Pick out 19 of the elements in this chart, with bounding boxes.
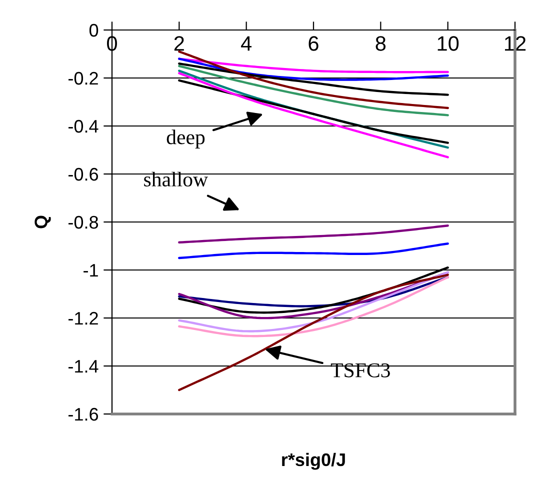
- annotation: deep: [166, 130, 205, 149]
- x-tick-label: 2: [174, 36, 184, 51]
- x-axis-title: r*sig0/J: [282, 452, 345, 470]
- x-tick-label: 8: [376, 36, 386, 51]
- y-tick-label: -0.6: [68, 168, 98, 181]
- x-tick-label: 12: [505, 36, 526, 51]
- x-tick-label: 6: [308, 36, 318, 51]
- y-tick-label: -0.4: [68, 120, 98, 133]
- y-tick-label: -0.2: [68, 72, 98, 85]
- y-tick-label: -0.8: [68, 216, 98, 229]
- y-tick-label: -1.2: [68, 312, 98, 325]
- annotation: shallow: [144, 172, 208, 187]
- x-tick-label: 4: [241, 36, 252, 51]
- y-tick-label: -1.6: [68, 408, 98, 421]
- x-tick-label: 10: [438, 36, 459, 51]
- y-tick-label: -1: [84, 264, 98, 277]
- y-tick-label: 0: [89, 24, 98, 37]
- y-tick-label: -1.4: [68, 360, 98, 373]
- y-axis-title: Q: [34, 216, 51, 228]
